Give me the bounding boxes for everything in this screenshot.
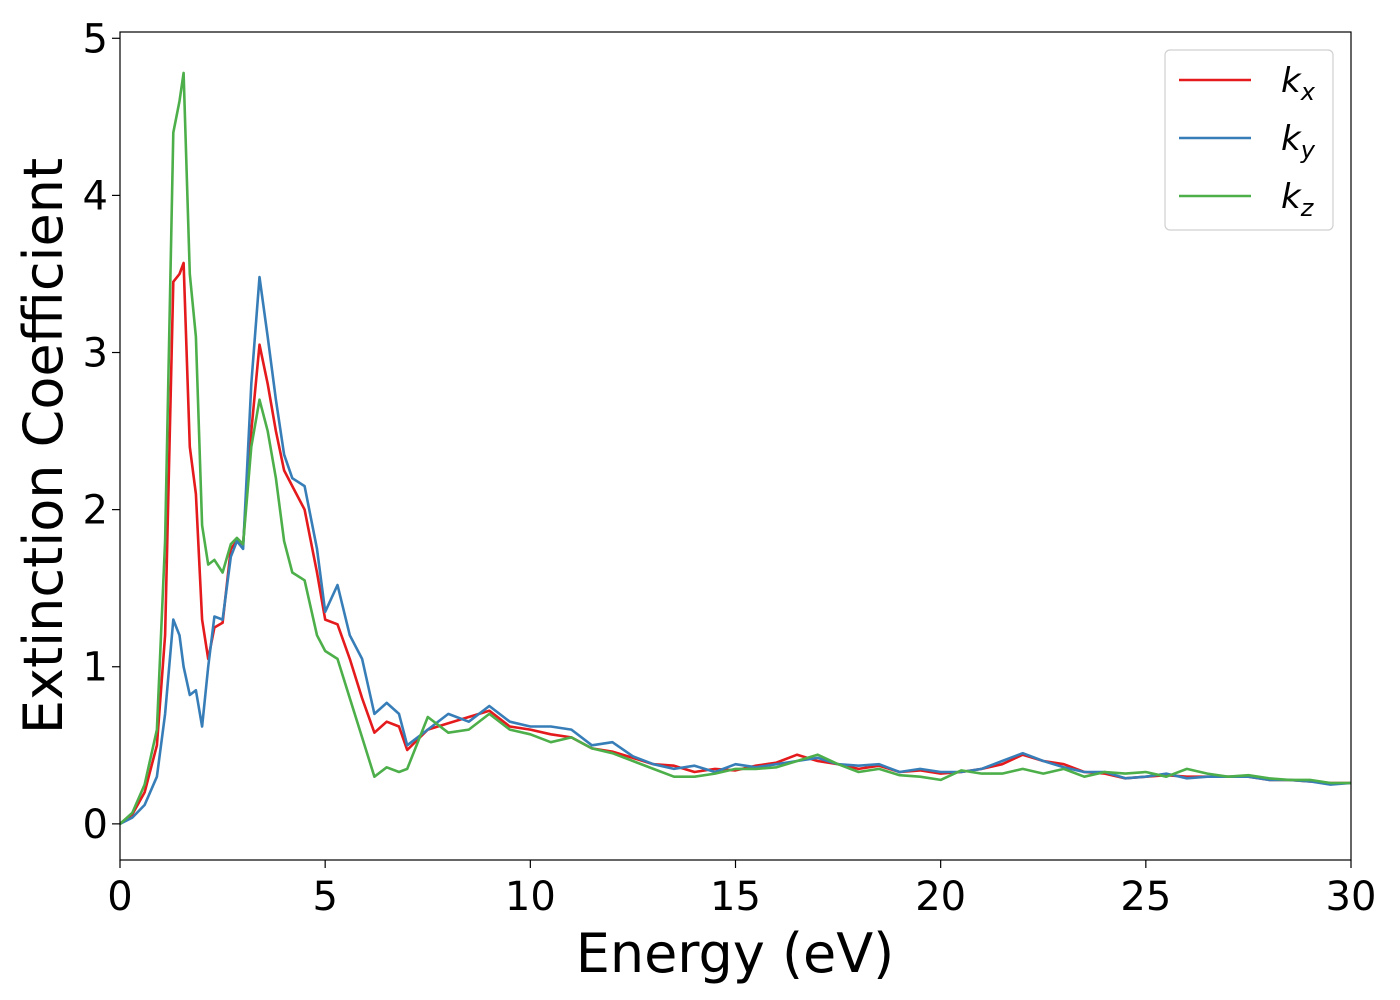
x-tick-label: 15 bbox=[710, 874, 761, 920]
y-tick-label: 1 bbox=[83, 645, 108, 691]
x-tick-label: 20 bbox=[915, 874, 966, 920]
y-tick-label: 4 bbox=[83, 173, 108, 219]
x-axis-label: Energy (eV) bbox=[576, 922, 895, 985]
legend-label: kz bbox=[1281, 177, 1315, 222]
series-line bbox=[120, 71, 1351, 825]
plot-area bbox=[120, 32, 1351, 860]
y-tick-label: 0 bbox=[83, 802, 108, 848]
x-tick-label: 25 bbox=[1120, 874, 1171, 920]
y-tick-label: 2 bbox=[83, 488, 108, 534]
y-tick-label: 3 bbox=[83, 331, 108, 377]
y-tick-label: 5 bbox=[83, 16, 108, 62]
x-tick-label: 5 bbox=[312, 874, 337, 920]
y-axis-label: Extinction Coefficient bbox=[12, 158, 75, 734]
legend-box bbox=[1164, 49, 1334, 231]
x-tick-label: 10 bbox=[505, 874, 556, 920]
x-tick-label: 30 bbox=[1326, 874, 1377, 920]
legend-label: ky bbox=[1281, 119, 1316, 164]
legend-label: kx bbox=[1281, 61, 1316, 106]
x-tick-label: 0 bbox=[107, 874, 132, 920]
lines bbox=[120, 71, 1351, 826]
series-line bbox=[120, 275, 1351, 826]
